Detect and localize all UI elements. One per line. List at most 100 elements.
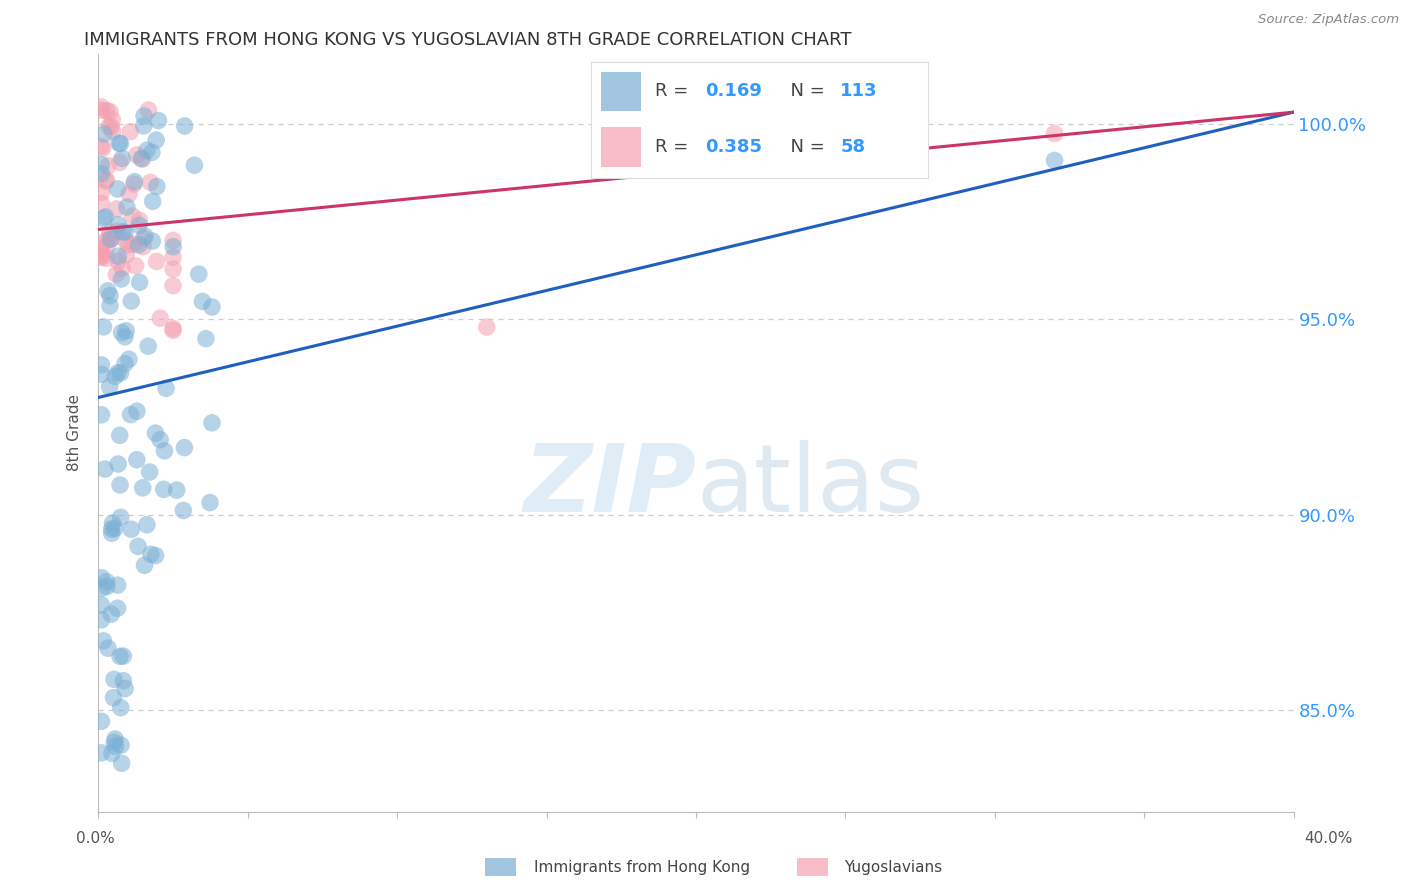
Point bbox=[127, 539, 149, 553]
Point bbox=[94, 462, 117, 476]
Point bbox=[111, 152, 134, 166]
Point bbox=[90, 196, 112, 211]
Point bbox=[104, 731, 127, 746]
Bar bbox=[600, 71, 641, 112]
Point bbox=[114, 357, 136, 371]
Point bbox=[128, 219, 150, 233]
Point bbox=[90, 248, 112, 262]
Point bbox=[120, 125, 142, 139]
Point bbox=[93, 127, 115, 141]
Point bbox=[96, 239, 118, 253]
Point bbox=[110, 326, 132, 340]
Point bbox=[152, 483, 174, 497]
Point bbox=[117, 237, 139, 252]
Text: 40.0%: 40.0% bbox=[1305, 831, 1353, 846]
Point bbox=[125, 148, 148, 162]
Point bbox=[124, 175, 146, 189]
Point bbox=[183, 158, 205, 172]
Point bbox=[112, 673, 135, 688]
Point bbox=[145, 549, 167, 563]
Text: atlas: atlas bbox=[696, 440, 924, 532]
Point bbox=[115, 248, 138, 262]
Point bbox=[128, 213, 150, 227]
Point bbox=[162, 250, 184, 264]
Point bbox=[136, 339, 159, 353]
Point bbox=[90, 571, 112, 585]
Point bbox=[198, 495, 221, 509]
Point bbox=[101, 516, 124, 531]
Point bbox=[131, 152, 153, 166]
Point bbox=[100, 232, 122, 246]
Point bbox=[173, 119, 195, 133]
Point bbox=[155, 381, 177, 395]
Point bbox=[132, 239, 155, 253]
Text: ZIP: ZIP bbox=[523, 440, 696, 532]
Point bbox=[90, 158, 112, 172]
Point bbox=[90, 139, 112, 153]
Point bbox=[90, 582, 112, 596]
Point bbox=[162, 323, 184, 337]
Point bbox=[162, 278, 184, 293]
Point bbox=[90, 408, 112, 422]
Point bbox=[194, 332, 217, 346]
Point bbox=[136, 517, 159, 532]
Point bbox=[90, 251, 112, 265]
Point bbox=[142, 194, 165, 209]
Bar bbox=[600, 128, 641, 167]
Point bbox=[98, 299, 121, 313]
Point bbox=[149, 311, 172, 326]
Point bbox=[103, 735, 125, 749]
Point bbox=[100, 232, 122, 246]
Point bbox=[162, 262, 184, 277]
Point bbox=[90, 714, 112, 729]
Point bbox=[101, 747, 124, 761]
Point bbox=[100, 120, 122, 134]
Point bbox=[90, 613, 112, 627]
Point bbox=[138, 465, 160, 479]
Point bbox=[145, 254, 167, 268]
Point bbox=[201, 300, 224, 314]
Point bbox=[96, 232, 118, 246]
Point bbox=[114, 681, 136, 696]
Point bbox=[100, 607, 122, 622]
Point bbox=[90, 167, 112, 181]
Point bbox=[90, 249, 112, 263]
Point bbox=[104, 521, 127, 535]
Point bbox=[173, 441, 195, 455]
Point bbox=[110, 272, 132, 286]
Point bbox=[107, 601, 129, 615]
Point bbox=[149, 433, 172, 447]
Point bbox=[98, 288, 121, 302]
Point bbox=[93, 633, 115, 648]
Point bbox=[134, 229, 156, 244]
Point bbox=[128, 237, 150, 252]
Point bbox=[114, 330, 136, 344]
Point bbox=[103, 690, 125, 705]
Point bbox=[107, 578, 129, 592]
Point bbox=[132, 119, 155, 133]
Point bbox=[122, 237, 145, 252]
Point bbox=[90, 368, 112, 382]
Point bbox=[148, 113, 170, 128]
Point bbox=[108, 136, 131, 150]
Point bbox=[162, 321, 184, 335]
Point bbox=[91, 141, 114, 155]
Point bbox=[90, 598, 112, 612]
Point bbox=[1043, 153, 1066, 168]
Point bbox=[120, 522, 142, 536]
Point bbox=[172, 503, 194, 517]
Point bbox=[122, 177, 145, 191]
Point bbox=[94, 174, 117, 188]
Point bbox=[105, 267, 128, 281]
Point bbox=[93, 211, 115, 226]
Point bbox=[146, 179, 169, 194]
Text: Yugoslavians: Yugoslavians bbox=[844, 860, 942, 874]
Text: R =: R = bbox=[655, 82, 693, 101]
Text: 0.0%: 0.0% bbox=[76, 831, 115, 846]
Point bbox=[141, 145, 163, 160]
Point bbox=[139, 547, 162, 561]
Point bbox=[111, 756, 134, 771]
Point bbox=[107, 254, 129, 268]
Point bbox=[153, 443, 176, 458]
Point bbox=[96, 580, 118, 594]
